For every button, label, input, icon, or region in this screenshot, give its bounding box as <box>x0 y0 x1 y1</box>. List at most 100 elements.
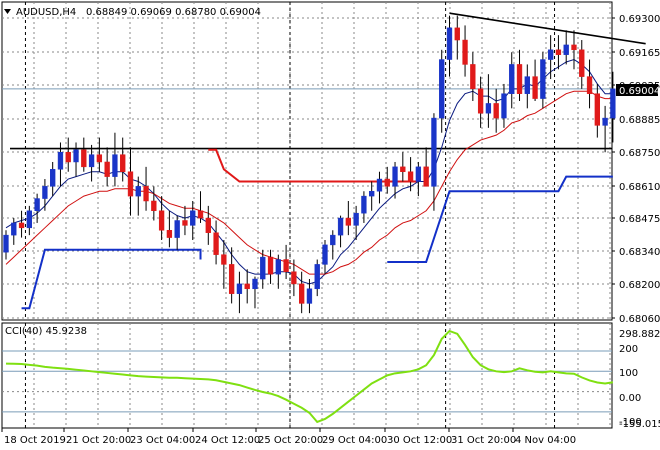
grid <box>1 1 613 429</box>
candle-body <box>221 254 227 265</box>
main-plot <box>2 12 646 314</box>
y-tick-label: 0.68200 <box>619 280 660 291</box>
candle <box>291 259 297 297</box>
x-tick-label: 30 Oct 12:00 <box>387 435 452 446</box>
candle <box>65 137 71 172</box>
candle <box>306 279 313 314</box>
candle <box>50 161 56 197</box>
candle-body <box>205 217 211 233</box>
candle <box>400 152 406 182</box>
candle <box>81 137 87 172</box>
candle <box>174 215 180 250</box>
candle <box>73 142 79 177</box>
candle-body <box>228 264 235 294</box>
candle <box>18 210 25 238</box>
candle <box>158 196 165 241</box>
x-tick-label: 25 Oct 20:00 <box>258 435 323 446</box>
candle <box>104 147 110 187</box>
y-tick-label: 0.68475 <box>619 214 660 225</box>
candle-body <box>174 220 180 238</box>
candle-body <box>586 76 593 94</box>
candle <box>555 35 562 70</box>
candle-body <box>42 186 48 199</box>
candle <box>493 88 499 133</box>
candle <box>182 205 188 236</box>
candle <box>314 259 320 297</box>
candle-body <box>384 178 390 187</box>
candle <box>127 147 134 216</box>
x-tick-label: 18 Oct 2019 <box>4 435 66 446</box>
candle-body <box>602 117 608 126</box>
y-tick-label: 0.68610 <box>619 182 660 193</box>
candle-body <box>392 166 398 187</box>
candle-body <box>96 154 103 163</box>
candle <box>485 74 492 128</box>
candle <box>236 271 243 314</box>
y-tick-label: 0.69165 <box>619 48 660 59</box>
candle <box>431 113 437 211</box>
candle <box>120 137 126 182</box>
cci-title: CCI(40) 45.9238 <box>5 326 87 337</box>
candle-body <box>151 200 157 211</box>
candle-body <box>337 217 344 236</box>
axes: 0.693000.691650.690250.688850.687500.686… <box>1 14 660 446</box>
candle <box>415 161 422 197</box>
candle <box>112 132 118 187</box>
candle <box>516 49 523 102</box>
candle-body <box>376 178 383 192</box>
candle-body <box>197 210 204 219</box>
candle-body <box>594 93 600 126</box>
candle-body <box>407 171 414 182</box>
candle <box>353 205 359 241</box>
candle-body <box>610 88 616 119</box>
candle <box>423 147 429 187</box>
candle <box>407 157 414 192</box>
current-price-box <box>616 84 658 96</box>
candle-body <box>11 222 17 236</box>
candle-body <box>431 117 437 187</box>
dropdown-triangle-icon[interactable] <box>4 9 11 14</box>
candle <box>143 166 149 211</box>
x-tick-label: 23 Oct 04:00 <box>130 435 195 446</box>
candle-body <box>143 186 149 202</box>
candle-body <box>361 195 367 214</box>
candle <box>392 161 398 199</box>
candle-body <box>73 149 79 163</box>
candle-body <box>571 44 577 51</box>
candle <box>337 215 344 248</box>
candle-body <box>454 27 460 41</box>
candle <box>135 176 141 216</box>
candle <box>197 191 204 223</box>
candle-body <box>579 49 585 77</box>
candle-body <box>104 161 110 177</box>
cci-plot <box>2 329 614 424</box>
candle <box>586 59 593 109</box>
candle-body <box>353 212 359 226</box>
candle-body <box>120 154 126 172</box>
candle <box>252 276 258 309</box>
x-tick-label: 21 Oct 20:00 <box>66 435 131 446</box>
candle <box>244 269 250 304</box>
candle <box>57 142 64 187</box>
candle-body <box>112 154 118 177</box>
candle-body <box>283 259 289 272</box>
candle-body <box>291 271 297 285</box>
slow-ma-line <box>5 90 613 275</box>
candle-body <box>50 169 56 187</box>
x-tick-label: 4 Nov 04:00 <box>515 435 576 446</box>
candle <box>610 71 616 143</box>
candle-body <box>127 171 134 197</box>
candle <box>540 52 546 109</box>
candle <box>571 30 577 70</box>
candle <box>34 193 40 223</box>
candle <box>563 30 569 65</box>
candle-body <box>446 27 453 60</box>
candle <box>166 210 173 248</box>
candle <box>3 230 9 260</box>
candle <box>221 240 227 289</box>
candle-body <box>18 222 25 229</box>
candle-body <box>306 288 313 304</box>
candle-body <box>330 234 336 246</box>
candle <box>369 181 375 211</box>
